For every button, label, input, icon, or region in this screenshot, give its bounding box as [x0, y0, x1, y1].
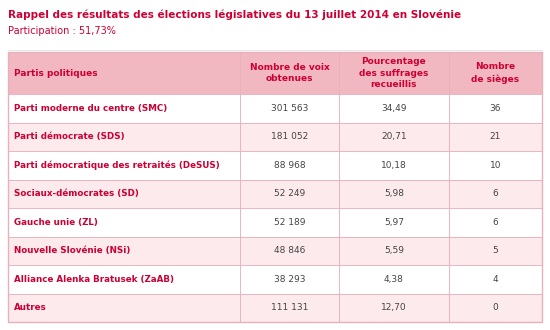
Bar — [240, 265, 339, 293]
Bar — [449, 265, 542, 293]
Text: 20,71: 20,71 — [381, 132, 406, 141]
Bar — [8, 265, 240, 293]
Bar — [449, 180, 542, 208]
Bar — [449, 208, 542, 237]
Text: 5,97: 5,97 — [384, 218, 404, 227]
Text: Pourcentage
des suffrages
recueillis: Pourcentage des suffrages recueillis — [359, 57, 428, 89]
Text: Rappel des résultats des élections législatives du 13 juillet 2014 en Slovénie: Rappel des résultats des élections légis… — [8, 10, 461, 20]
Bar — [449, 94, 542, 122]
Bar — [8, 151, 240, 180]
Text: Alliance Alenka Bratusek (ZaAB): Alliance Alenka Bratusek (ZaAB) — [14, 275, 174, 284]
Text: 0: 0 — [492, 303, 498, 312]
Text: 52 249: 52 249 — [274, 189, 305, 198]
Bar — [339, 265, 449, 293]
Text: 6: 6 — [492, 189, 498, 198]
Bar — [449, 293, 542, 322]
Text: Nouvelle Slovénie (NSi): Nouvelle Slovénie (NSi) — [14, 246, 130, 255]
Bar — [339, 151, 449, 180]
Text: 52 189: 52 189 — [274, 218, 305, 227]
Bar — [240, 237, 339, 265]
Bar — [240, 52, 339, 94]
Text: 10,18: 10,18 — [381, 161, 406, 170]
Text: 10: 10 — [490, 161, 501, 170]
Bar — [339, 293, 449, 322]
Bar — [8, 293, 240, 322]
Bar — [449, 122, 542, 151]
Text: 88 968: 88 968 — [274, 161, 305, 170]
Bar — [339, 208, 449, 237]
Bar — [8, 52, 240, 94]
Bar — [339, 180, 449, 208]
Text: Sociaux-démocrates (SD): Sociaux-démocrates (SD) — [14, 189, 139, 198]
Text: 34,49: 34,49 — [381, 104, 406, 113]
Text: Partis politiques: Partis politiques — [14, 69, 98, 78]
Text: 181 052: 181 052 — [271, 132, 309, 141]
Bar — [240, 180, 339, 208]
Text: Gauche unie (ZL): Gauche unie (ZL) — [14, 218, 98, 227]
Bar — [8, 122, 240, 151]
Bar — [8, 237, 240, 265]
Bar — [339, 52, 449, 94]
Text: 48 846: 48 846 — [274, 246, 305, 255]
Bar — [8, 52, 542, 322]
Bar — [240, 293, 339, 322]
Bar — [240, 94, 339, 122]
Text: 12,70: 12,70 — [381, 303, 406, 312]
Text: Nombre
de sièges: Nombre de sièges — [471, 62, 519, 83]
Text: 111 131: 111 131 — [271, 303, 309, 312]
Text: 5,59: 5,59 — [384, 246, 404, 255]
Bar — [240, 151, 339, 180]
Bar — [449, 237, 542, 265]
Bar — [449, 151, 542, 180]
Text: Nombre de voix
obtenues: Nombre de voix obtenues — [250, 63, 329, 83]
Text: 4,38: 4,38 — [384, 275, 404, 284]
Text: 6: 6 — [492, 218, 498, 227]
Text: 36: 36 — [490, 104, 501, 113]
Bar — [8, 208, 240, 237]
Text: Parti démocrate (SDS): Parti démocrate (SDS) — [14, 132, 125, 141]
Text: Participation : 51,73%: Participation : 51,73% — [8, 26, 116, 36]
Bar — [240, 208, 339, 237]
Text: 301 563: 301 563 — [271, 104, 309, 113]
Bar — [339, 237, 449, 265]
Bar — [240, 122, 339, 151]
Text: Parti démocratique des retraités (DeSUS): Parti démocratique des retraités (DeSUS) — [14, 160, 220, 170]
Bar — [449, 52, 542, 94]
Text: 5: 5 — [492, 246, 498, 255]
Text: 38 293: 38 293 — [274, 275, 305, 284]
Text: 5,98: 5,98 — [384, 189, 404, 198]
Text: 4: 4 — [492, 275, 498, 284]
Text: 21: 21 — [490, 132, 501, 141]
Bar — [8, 180, 240, 208]
Text: Parti moderne du centre (SMC): Parti moderne du centre (SMC) — [14, 104, 167, 113]
Text: Autres: Autres — [14, 303, 47, 312]
Bar — [339, 94, 449, 122]
Bar — [8, 94, 240, 122]
Bar — [339, 122, 449, 151]
